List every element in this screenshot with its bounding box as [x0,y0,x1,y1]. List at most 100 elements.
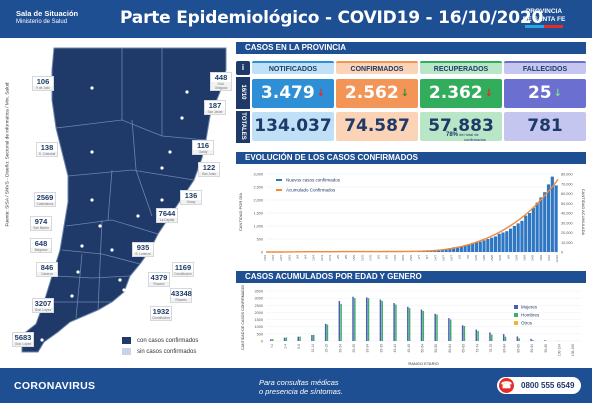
total-value: 74.587 [344,116,410,136]
department-label[interactable]: 1169 Constitución [172,262,194,277]
info-icon[interactable]: i [236,61,250,75]
age-legend: Mujeres Hombres Otros [514,305,540,326]
bar-new-cases [535,202,539,252]
department-label[interactable]: 1932 Constitución [150,306,172,321]
bar-age-mujeres [379,299,382,341]
bar-new-cases [520,220,524,252]
department-label[interactable]: 846 Caseros [36,262,58,277]
department-name: Castellanos [35,202,55,206]
bar-age-hombres [449,319,452,341]
x-tick-label: 19/8 [482,255,486,261]
department-label[interactable]: 4379 Rosario [148,272,170,287]
y-tick-label: 3,000 [253,173,263,177]
row-label-total-text: TOTALES [240,112,246,140]
total-value: 781 [527,116,563,136]
consult-message: Para consultas médicas o presencia de sí… [259,378,343,396]
x-tick-label: 20/6 [401,255,405,261]
department-name: Gral. López [13,342,33,346]
daily-value-cell: 25 ↓ [504,79,586,108]
x-tick-label: 105-109 [571,344,575,356]
department-label[interactable]: 7644 La Capital [156,208,178,223]
department-label[interactable]: 648 Belgrano [30,238,52,253]
org-name: Sala de Situación [16,9,79,18]
total-value: 134.037 [254,116,332,136]
x-tick-label: 15/5 [352,255,356,261]
x-tick-label: 24/9 [531,255,535,261]
column-header: NOTIFICADOS [252,61,334,74]
evolution-section-title: EVOLUCIÓN DE LOS CASOS CONFIRMADOS [236,152,586,164]
department-label[interactable]: 2569 Castellanos [34,192,56,207]
legend-label: Hombres [521,313,540,318]
map-point [118,278,122,282]
total-value-cell: 74.587 [336,112,418,141]
x-tick-label: 5-9 [297,344,301,349]
column-header: RECUPERADOS [420,61,502,74]
bar-age-mujeres [352,296,354,341]
bar-age-hombres [285,337,288,341]
x-tick-label: 45-49 [407,344,411,353]
x-tick-label: 20-24 [338,344,342,353]
x-tick-label: 9/4 [304,255,308,260]
department-value: 138 [40,143,54,152]
brand-label: CORONAVIRUS [14,380,96,392]
y2-tick-label: 50,000 [561,202,573,206]
department-label[interactable]: 5683 Gral. López [12,332,34,347]
x-tick-label: 30/9 [539,255,543,261]
province-logo: PROVINCIA DE SANTA FE [514,8,574,30]
map-point [168,150,172,154]
department-label[interactable]: 116 Garay [192,140,214,155]
department-name: Garay [181,200,201,204]
map-point [160,198,164,202]
department-label[interactable]: 136 Garay [180,190,202,205]
x-tick-label: 16/3 [271,255,275,261]
department-label[interactable]: 43348 Rosario [170,288,192,303]
department-label[interactable]: 187 San Javier [204,100,226,115]
org-block: Sala de Situación Ministerio de Salud [16,9,78,27]
bar-age-mujeres [516,336,519,341]
department-label[interactable]: 138 S. Cristobal [36,142,58,157]
y-tick-label: 1,500 [253,212,263,216]
trend-arrow-icon: ↓ [484,88,494,99]
department-value: 1169 [174,263,192,272]
department-label[interactable]: 106 9 de Julio [32,76,54,91]
row-label-day-text: 16/10 [240,84,246,100]
recovered-note-1: del total de [459,132,479,137]
bar-age-hombres [463,326,466,341]
department-label[interactable]: 3207 Gral. López [32,298,54,313]
legend-swatch-with-cases [122,337,131,344]
bar-age-hombres [354,298,356,341]
x-tick-label: 90-94 [530,344,534,353]
daily-value: 3.479 [260,83,315,103]
department-label[interactable]: 974 San Martín [30,216,52,231]
department-value: 846 [40,263,54,272]
y-tick-label: 2500 [255,304,263,308]
phone-button[interactable]: ☎ 0800 555 6549 [497,377,581,394]
bar-age-hombres [326,324,329,341]
x-tick-label: <1 [270,344,274,348]
bar-new-cases [436,250,441,252]
province-shape[interactable] [21,47,227,353]
x-tick-label: 2/6 [377,255,381,260]
y2-tick-label: 20,000 [561,231,573,235]
y2-tick-label: 70,000 [561,182,573,186]
x-tick-label: 6/9 [506,255,510,260]
bar-new-cases [501,232,505,252]
department-label[interactable]: 448 Gral. Obligado [210,72,232,91]
bar-age-hombres [477,331,479,341]
bar-age-hombres [271,339,274,341]
x-tick-label: 35-39 [379,344,383,353]
phone-number: 0800 555 6549 [521,381,575,390]
legend-swatch [514,305,518,309]
y-tick-label: 0 [261,340,263,344]
department-value: 3207 [34,299,52,308]
x-tick-label: 1/8 [458,255,462,260]
department-name: San Martín [31,226,51,230]
department-label[interactable]: 122 San Justo [198,162,220,177]
y-tick-label: 3500 [255,290,263,294]
bar-new-cases [440,249,444,252]
x-tick-label: 12/9 [514,255,518,261]
y2-tick-label: 40,000 [561,212,573,216]
bar-new-cases [527,213,532,252]
bar-new-cases [531,207,535,252]
department-label[interactable]: 935 S. Lorenzo [132,242,154,257]
